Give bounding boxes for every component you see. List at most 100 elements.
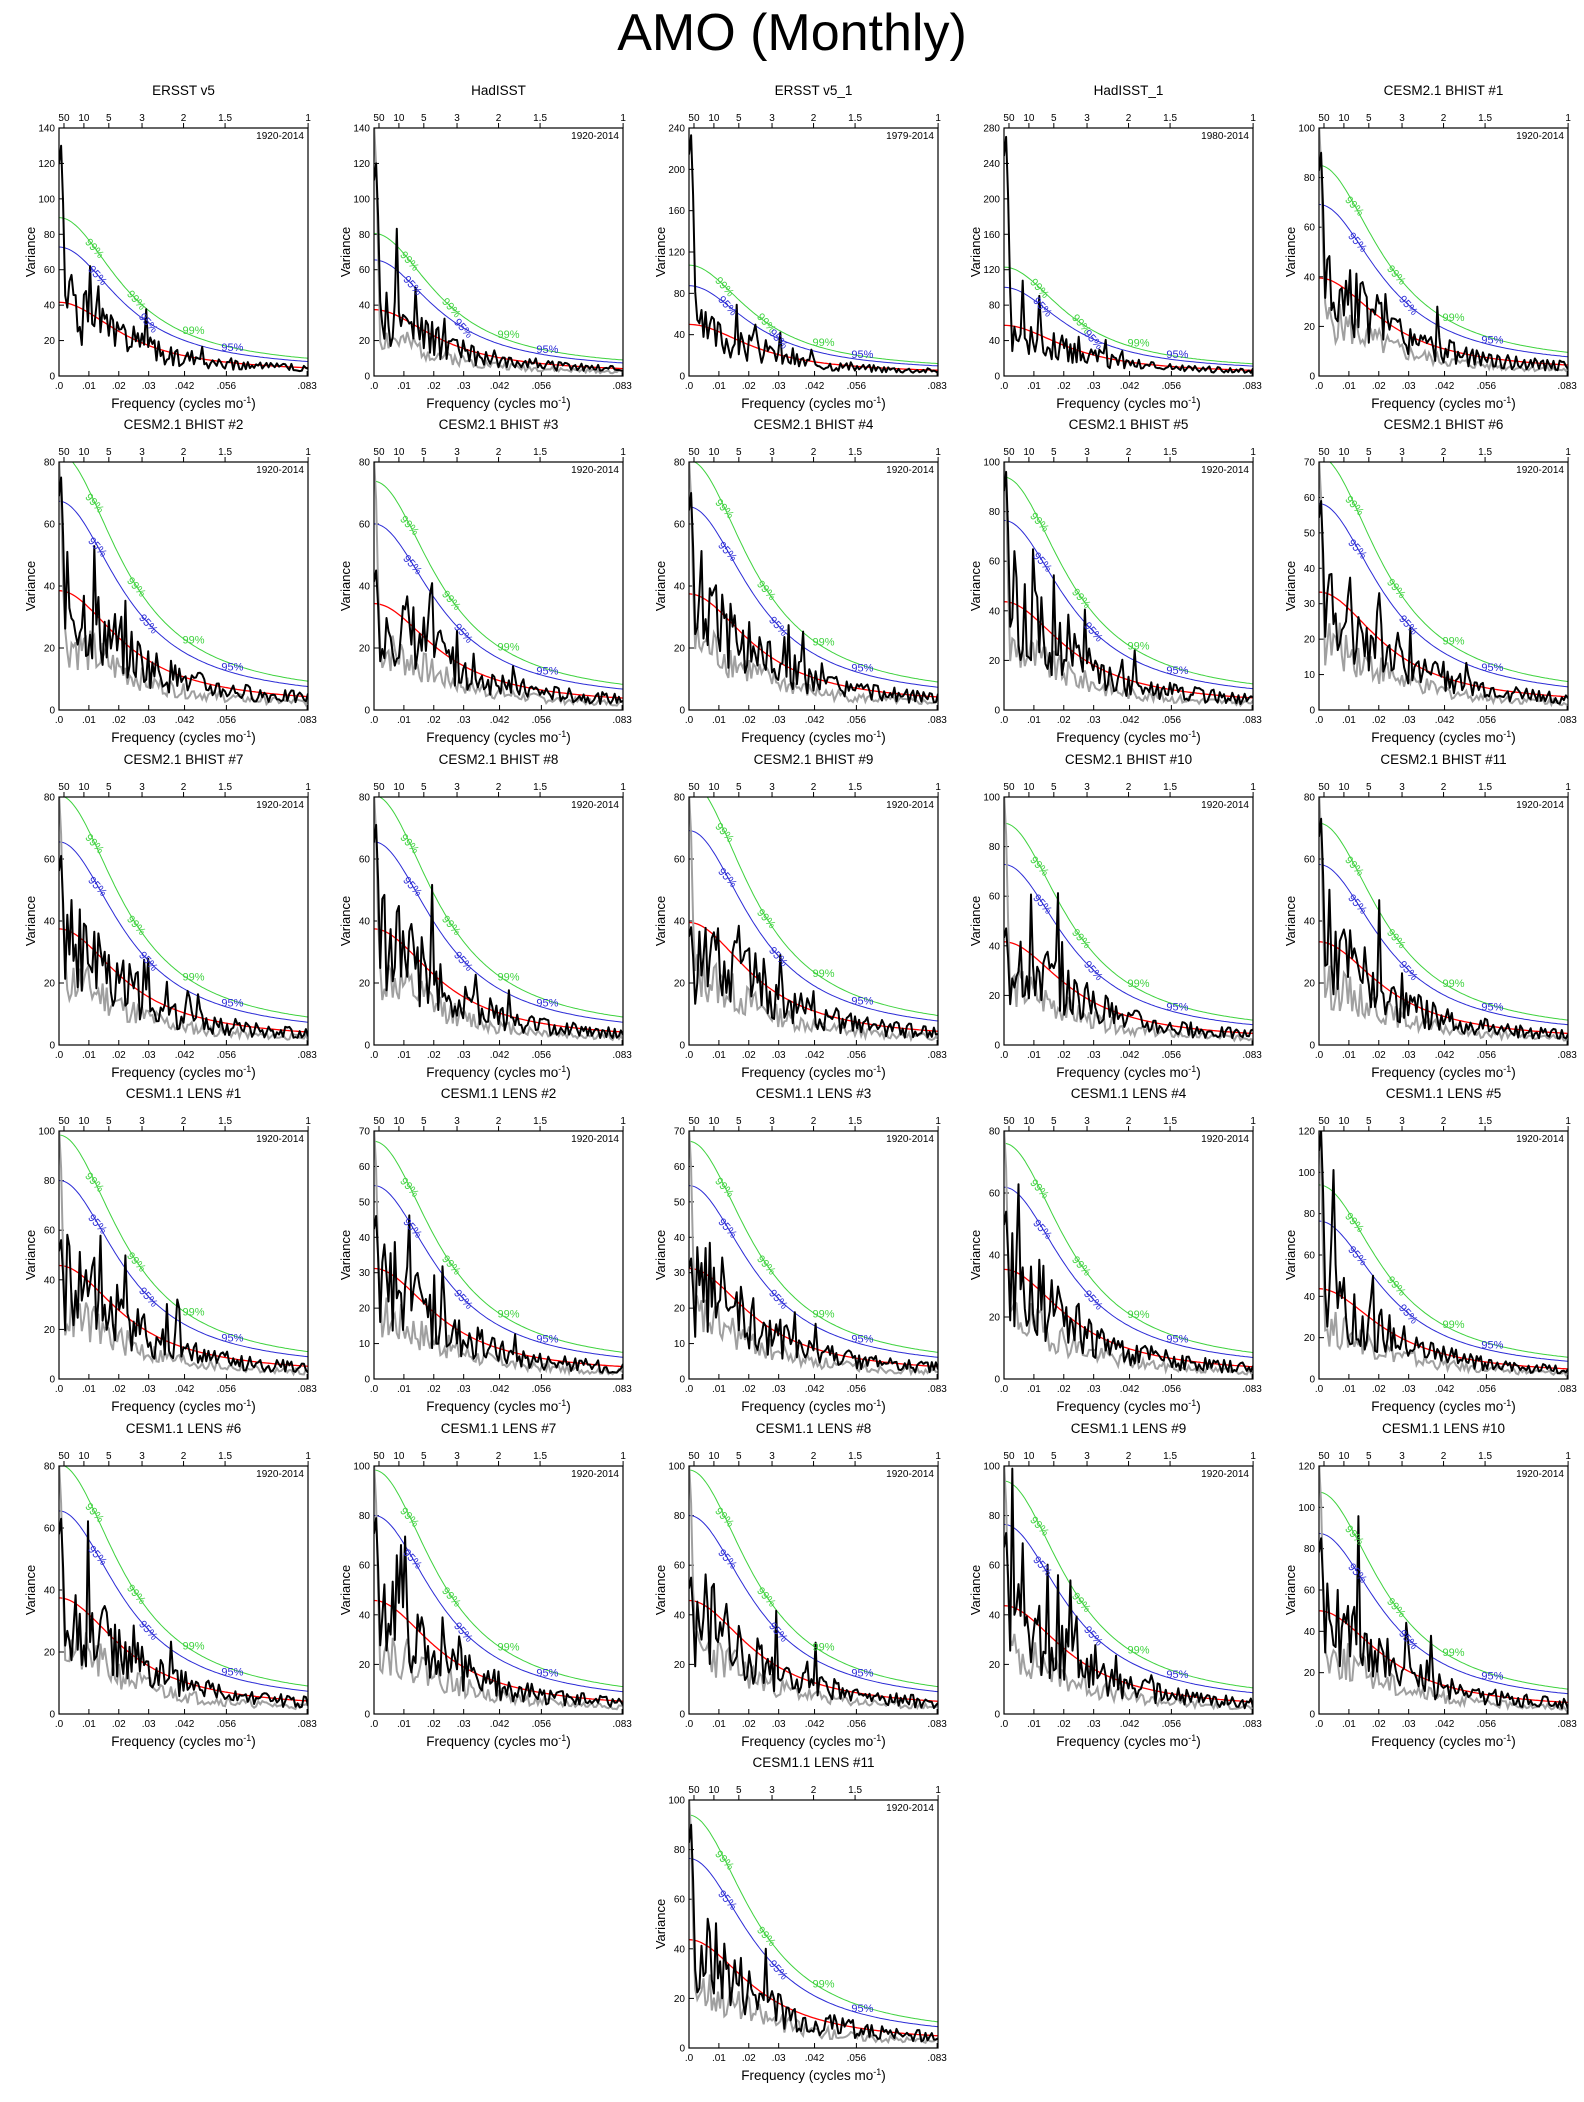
x-tick-label: .056	[217, 1719, 237, 1730]
top-tick-label: 3	[139, 1116, 145, 1127]
top-tick-label: 1.5	[1163, 1116, 1177, 1127]
ci99-label: 99%	[1342, 854, 1366, 879]
spectrum-chart: CESM2.1 BHIST #7 1920-2014 50 10 5 3 2 1.5 1 .0 .0…	[23, 752, 317, 1080]
top-tick-label: 2	[811, 782, 817, 793]
x-tick-label: .03	[457, 1050, 471, 1061]
x-tick-label: .042	[175, 1384, 195, 1395]
y-axis-label: Variance	[24, 1230, 38, 1280]
x-tick-label: .083	[297, 1050, 317, 1061]
x-tick-label: .02	[1057, 1050, 1071, 1061]
x-tick-label: .03	[1402, 1050, 1416, 1061]
top-tick-label: 50	[1318, 113, 1330, 124]
top-tick-label: 50	[373, 1451, 385, 1462]
y-tick-label: 40	[359, 582, 371, 593]
top-tick-label: 1	[305, 782, 311, 793]
top-tick-label: 10	[708, 447, 720, 458]
top-tick-label: 1	[620, 1451, 626, 1462]
top-tick-label: 3	[1084, 447, 1090, 458]
y-tick-label: 20	[1304, 635, 1316, 646]
x-tick-label: .083	[1242, 715, 1262, 726]
y-tick-label: 80	[989, 1511, 1001, 1522]
period-label: 1920-2014	[1516, 800, 1564, 811]
x-tick-label: .01	[82, 381, 96, 392]
top-tick-label: 10	[1023, 782, 1035, 793]
spectrum-chart: CESM2.1 BHIST #6 1920-2014 50 10 5 3 2 1.5 1 .0 .0…	[1283, 417, 1577, 745]
x-axis-label: Frequency (cycles mo-1)	[1056, 1733, 1201, 1749]
x-axis-label: Frequency (cycles mo-1)	[1056, 395, 1201, 411]
y-axis-label: Variance	[339, 561, 353, 611]
y-tick-label: 40	[989, 1251, 1001, 1262]
y-tick-label: 80	[1304, 793, 1316, 804]
page-title: AMO (Monthly)	[617, 4, 967, 62]
ci95-label: 95%	[536, 344, 558, 356]
period-label: 1920-2014	[886, 1469, 934, 1480]
spectrum-panel: CESM1.1 LENS #4 1920-2014 50 10 5 3 2 1.5 1 .0 .01…	[968, 1083, 1285, 1418]
period-label: 1920-2014	[1201, 800, 1249, 811]
ci99-label: 99%	[124, 575, 148, 600]
ci99-label: 99%	[712, 497, 736, 522]
spectrum-chart: CESM1.1 LENS #4 1920-2014 50 10 5 3 2 1.5 1 .0 .01…	[968, 1086, 1262, 1414]
ci99-label: 99%	[1384, 1274, 1408, 1299]
ci95-line	[1319, 864, 1568, 1026]
y-tick-label: 40	[1304, 1627, 1316, 1638]
y-tick-label: 60	[674, 855, 686, 866]
ci95-label: 95%	[136, 612, 160, 637]
period-label: 1920-2014	[256, 1134, 304, 1145]
x-tick-label: .0	[685, 2053, 694, 2064]
ci99-label: 99%	[812, 968, 834, 980]
red-noise-line	[689, 921, 938, 1032]
spectrum-panel: CESM1.1 LENS #11 1920-2014 50 10 5 3 2 1.5 1 .0 .0…	[653, 1752, 970, 2087]
y-tick-label: 100	[668, 1462, 685, 1473]
ci95-label: 95%	[1481, 334, 1503, 346]
red-noise-line	[374, 602, 623, 699]
x-tick-label: .03	[772, 1719, 786, 1730]
x-tick-label: .083	[927, 1719, 947, 1730]
y-tick-label: 80	[44, 230, 56, 241]
ci95-label: 95%	[536, 1667, 558, 1679]
period-label: 1920-2014	[1516, 1134, 1564, 1145]
top-tick-label: 2	[181, 782, 187, 793]
x-tick-label: .042	[175, 381, 195, 392]
x-tick-label: .056	[1162, 1384, 1182, 1395]
ci95-label: 95%	[400, 1216, 424, 1241]
top-tick-label: 1	[935, 1785, 941, 1796]
top-tick-label: 50	[373, 1116, 385, 1127]
y-tick-label: 240	[668, 124, 685, 135]
ci99-label: 99%	[497, 641, 519, 653]
spectrum-panel: CESM2.1 BHIST #4 1920-2014 50 10 5 3 2 1.5 1 .0 .0…	[653, 414, 970, 749]
y-tick-label: 100	[353, 194, 370, 205]
top-tick-label: 3	[139, 1451, 145, 1462]
top-tick-label: 3	[139, 447, 145, 458]
spectrum-panel: CESM1.1 LENS #10 1920-2014 50 10 5 3 2 1.5 1 .0 .0…	[1283, 1418, 1584, 1753]
top-tick-label: 50	[58, 1451, 70, 1462]
ci95-label: 95%	[536, 666, 558, 678]
x-tick-label: .01	[82, 1719, 96, 1730]
y-tick-label: 40	[674, 1944, 686, 1955]
y-tick-label: 60	[1304, 1251, 1316, 1262]
ci95-label: 95%	[1345, 1244, 1369, 1269]
y-tick-label: 240	[983, 159, 1000, 170]
y-tick-label: 100	[1298, 1168, 1315, 1179]
y-tick-label: 60	[359, 1561, 371, 1572]
y-tick-label: 40	[44, 301, 56, 312]
x-tick-label: .0	[370, 1719, 379, 1730]
y-tick-label: 80	[1304, 1544, 1316, 1555]
x-tick-label: .02	[1057, 715, 1071, 726]
panel-title: CESM2.1 BHIST #5	[1069, 417, 1189, 432]
x-tick-label: .042	[490, 1050, 510, 1061]
y-axis-label: Variance	[24, 896, 38, 946]
ci95-label: 95%	[1396, 1628, 1420, 1653]
top-tick-label: 5	[736, 1451, 742, 1462]
y-tick-label: 30	[1304, 599, 1316, 610]
ci95-line	[1004, 519, 1253, 690]
reference-spectrum-line	[1004, 797, 1253, 1043]
x-tick-label: .056	[847, 715, 867, 726]
top-tick-label: 2	[496, 1451, 502, 1462]
period-label: 1920-2014	[886, 1134, 934, 1145]
spectrum-line	[1004, 1467, 1253, 1710]
x-tick-label: .056	[532, 381, 552, 392]
period-label: 1920-2014	[1201, 465, 1249, 476]
red-noise-line	[1319, 941, 1568, 1035]
top-tick-label: 1	[1250, 1116, 1256, 1127]
top-tick-label: 1	[935, 1451, 941, 1462]
